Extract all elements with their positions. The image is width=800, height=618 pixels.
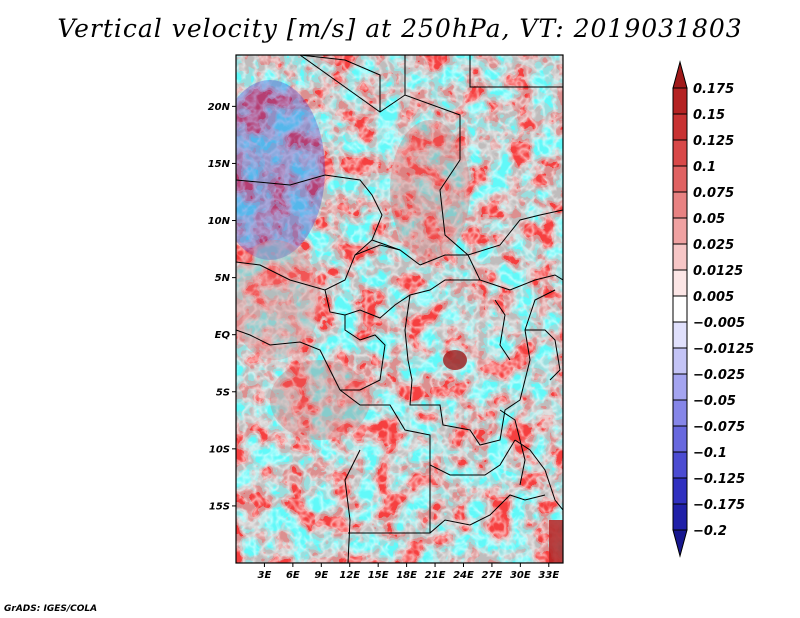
lat-label: 5N <box>215 273 231 284</box>
colorbar-swatch <box>672 425 688 453</box>
colorbar-swatch <box>672 165 688 193</box>
colorbar-level-label: −0.2 <box>693 524 727 539</box>
colorbar-level-label: 0.125 <box>693 134 734 149</box>
colorbar-level-label: 0.05 <box>693 212 725 227</box>
lon-label: 6E <box>286 570 300 581</box>
colorbar-swatch <box>672 451 688 479</box>
colorbar-swatch <box>672 295 688 323</box>
lat-label: 5S <box>216 387 230 398</box>
software-credit: GrADS: IGES/COLA <box>4 604 98 614</box>
colorbar-swatch <box>672 373 688 401</box>
lon-label: 33E <box>538 570 559 581</box>
lat-label: 15S <box>209 501 230 512</box>
colorbar-swatch <box>672 529 688 558</box>
colorbar-swatch <box>672 87 688 115</box>
colorbar-swatch <box>672 399 688 427</box>
colorbar-level-label: −0.125 <box>693 472 745 487</box>
longitude-axis: 3E 6E 9E 12E 15E 18E 21E 24E 27E 30E 33E <box>258 563 559 581</box>
colorbar-swatch <box>672 269 688 297</box>
map-frame <box>235 54 564 564</box>
colorbar: 0.175 0.15 0.125 0.1 0.075 0.05 0.025 0.0125 0.0… <box>672 60 754 558</box>
colorbar-swatch <box>672 60 688 89</box>
latitude-axis: 20N 15N 10N 5N EQ 5S 10S 15S <box>208 102 236 512</box>
colorbar-swatch <box>672 321 688 349</box>
lon-label: 27E <box>482 570 503 581</box>
lon-label: 12E <box>339 570 360 581</box>
colorbar-level-label: −0.005 <box>693 316 745 331</box>
colorbar-level-label: −0.05 <box>693 394 736 409</box>
colorbar-swatch <box>672 347 688 375</box>
colorbar-level-label: −0.075 <box>693 420 745 435</box>
colorbar-level-label: 0.075 <box>693 186 734 201</box>
colorbar-swatch <box>672 113 688 141</box>
colorbar-level-label: 0.1 <box>693 160 716 175</box>
colorbar-swatch <box>672 217 688 245</box>
colorbar-level-label: 0.175 <box>693 82 734 97</box>
map-title: Vertical velocity [m/s] at 250hPa, VT: 2… <box>57 14 743 43</box>
colorbar-swatch <box>672 243 688 271</box>
colorbar-swatch <box>672 477 688 505</box>
lon-label: 9E <box>314 570 328 581</box>
colorbar-level-label: 0.0125 <box>693 264 743 279</box>
lat-label: 15N <box>208 159 231 170</box>
lat-label: EQ <box>215 330 231 341</box>
colorbar-level-label: 0.005 <box>693 290 734 305</box>
colorbar-swatch <box>672 191 688 219</box>
lon-label: 21E <box>425 570 446 581</box>
colorbar-swatch <box>672 503 688 531</box>
colorbar-level-label: 0.15 <box>693 108 725 123</box>
colorbar-level-label: −0.0125 <box>693 342 754 357</box>
velocity-field <box>236 55 563 563</box>
colorbar-level-label: −0.175 <box>693 498 745 513</box>
lon-label: 15E <box>368 570 389 581</box>
lat-label: 20N <box>208 102 231 113</box>
lat-label: 10S <box>209 444 230 455</box>
lon-label: 18E <box>396 570 417 581</box>
lon-label: 24E <box>453 570 474 581</box>
lon-label: 30E <box>510 570 531 581</box>
country-borders <box>236 55 563 563</box>
colorbar-level-label: −0.025 <box>693 368 745 383</box>
colorbar-swatch <box>672 139 688 167</box>
lat-label: 10N <box>208 216 231 227</box>
colorbar-level-label: −0.1 <box>693 446 727 461</box>
colorbar-level-label: 0.025 <box>693 238 734 253</box>
lon-label: 3E <box>258 570 272 581</box>
